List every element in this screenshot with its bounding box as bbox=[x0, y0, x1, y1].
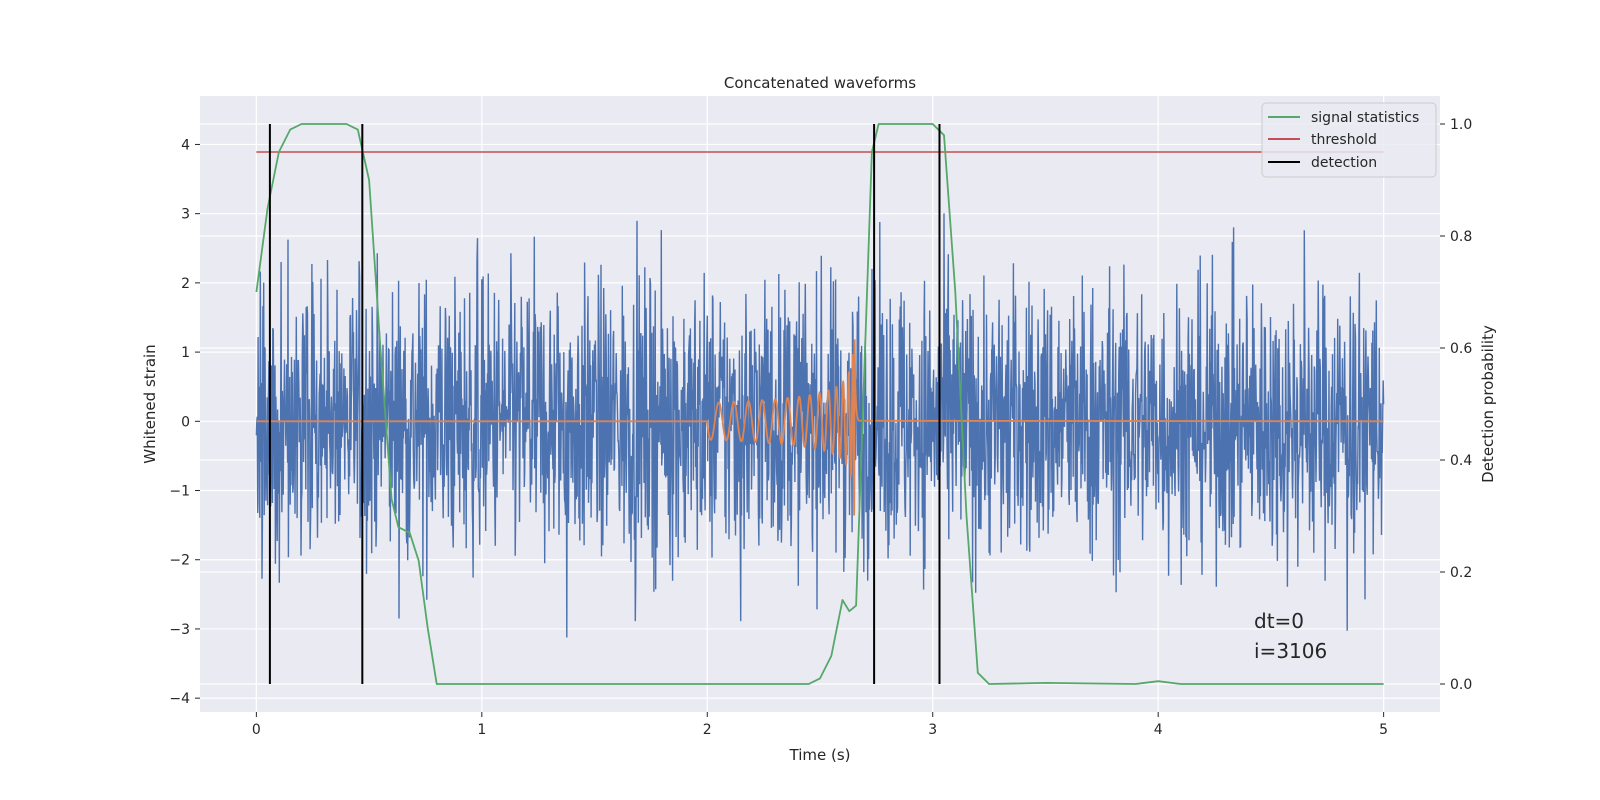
series-signal-statistics-line bbox=[255, 123, 1384, 685]
y-right-tick-label-5: 1.0 bbox=[1450, 117, 1472, 133]
legend: signal statistics threshold detection bbox=[1261, 102, 1437, 178]
y-left-tick-label-0: −4 bbox=[169, 691, 190, 707]
series-waveform-line bbox=[256, 339, 1384, 516]
x-tick-label-0: 0 bbox=[252, 722, 261, 738]
y-left-tick-label-3: −1 bbox=[169, 484, 190, 500]
x-tick-label-1: 1 bbox=[477, 722, 486, 738]
y-right-tick-label-3: 0.6 bbox=[1450, 341, 1472, 357]
x-tick-label-3: 3 bbox=[928, 722, 937, 738]
y-axis-label-left: Whitened strain bbox=[141, 344, 159, 463]
annotation-dt: dt=0 bbox=[1254, 609, 1304, 633]
y-left-tick-label-1: −3 bbox=[169, 622, 190, 638]
series-strain-line bbox=[255, 213, 1385, 638]
y-right-tick-label-1: 0.2 bbox=[1450, 565, 1472, 581]
ticks: 0 1 2 3 4 5 −4 −3 −2 −1 0 1 2 3 4 0.0 0.2 0.4 0.6 0.8 1.0 bbox=[169, 117, 1472, 738]
y-right-tick-label-4: 0.8 bbox=[1450, 229, 1472, 245]
legend-label-threshold: threshold bbox=[1311, 132, 1377, 148]
legend-label-detection: detection bbox=[1311, 155, 1377, 171]
y-left-tick-label-4: 0 bbox=[181, 414, 190, 430]
x-axis-label: Time (s) bbox=[789, 746, 851, 764]
y-left-tick-label-5: 1 bbox=[181, 345, 190, 361]
x-tick-label-5: 5 bbox=[1379, 722, 1388, 738]
x-tick-label-4: 4 bbox=[1154, 722, 1163, 738]
y-axis-label-right: Detection probability bbox=[1479, 325, 1497, 483]
y-left-tick-label-8: 4 bbox=[181, 137, 190, 153]
y-left-tick-label-2: −2 bbox=[169, 553, 190, 569]
annotation-i: i=3106 bbox=[1254, 639, 1327, 663]
chart-title: Concatenated waveforms bbox=[724, 74, 916, 92]
legend-label-signal-statistics: signal statistics bbox=[1311, 110, 1419, 126]
legend-frame bbox=[1261, 102, 1437, 178]
y-right-tick-label-0: 0.0 bbox=[1450, 677, 1472, 693]
x-tick-label-2: 2 bbox=[703, 722, 712, 738]
y-right-tick-label-2: 0.4 bbox=[1450, 453, 1472, 469]
y-left-tick-label-6: 2 bbox=[181, 276, 190, 292]
y-left-tick-label-7: 3 bbox=[181, 207, 190, 223]
